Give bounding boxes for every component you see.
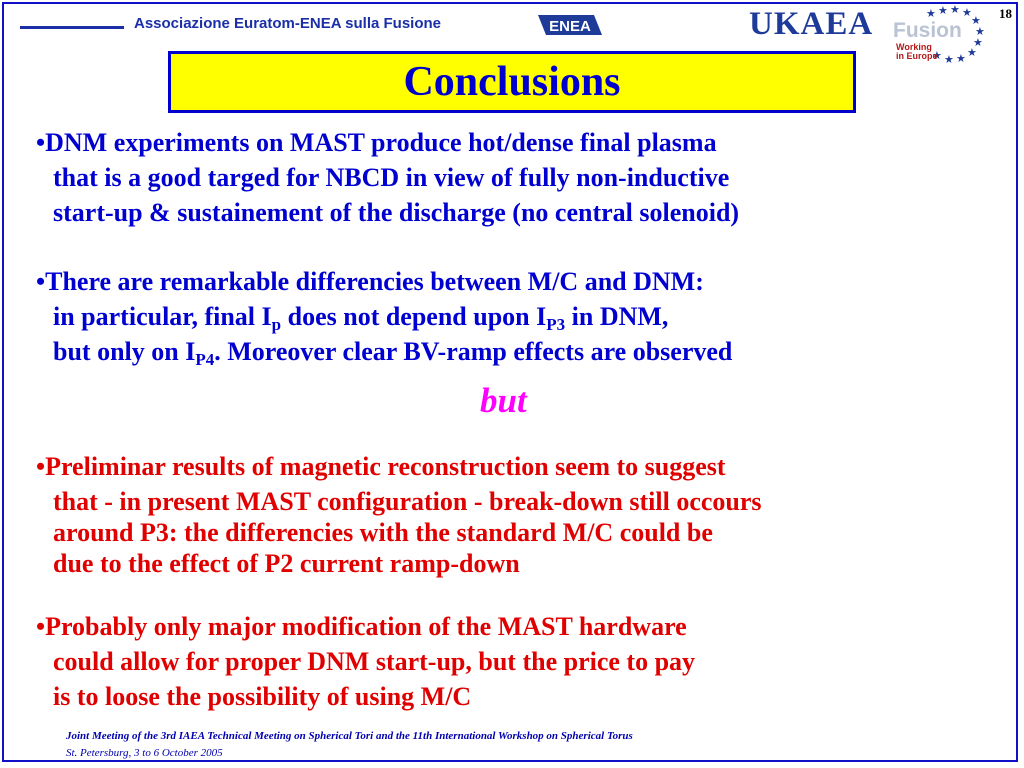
svg-text:★: ★ bbox=[975, 25, 985, 38]
bullet-4-line-2: could allow for proper DNM start-up, but… bbox=[53, 647, 696, 676]
bullet-4-line-3: is to loose the possibility of using M/C bbox=[53, 682, 472, 711]
bullet-3-line-2: that - in present MAST configuration - b… bbox=[53, 487, 762, 516]
header-rule bbox=[20, 26, 124, 29]
fusion-logo-sub1: Working bbox=[896, 42, 932, 52]
bullet-2-line-3: but only on IP4. Moreover clear BV-ramp … bbox=[53, 337, 733, 369]
bullet-1-line-1: DNM experiments on MAST produce hot/dens… bbox=[45, 128, 717, 157]
enea-logo-text: ENEA bbox=[549, 18, 591, 35]
ukaea-logo: UKAEA bbox=[749, 6, 874, 42]
page-title: Conclusions bbox=[403, 59, 621, 105]
enea-logo: ENEA bbox=[538, 15, 602, 35]
svg-text:★: ★ bbox=[967, 46, 977, 59]
connector-but: but bbox=[480, 381, 527, 420]
svg-text:★: ★ bbox=[971, 14, 981, 27]
bullet-3: •Preliminar results of magnetic reconstr… bbox=[36, 449, 762, 581]
footer-location: St. Petersburg, 3 to 6 October 2005 bbox=[66, 747, 223, 759]
fusion-logo-text: Fusion bbox=[893, 19, 962, 42]
bullet-1: •DNM experiments on MAST produce hot/den… bbox=[36, 125, 739, 230]
footer-meeting: Joint Meeting of the 3rd IAEA Technical … bbox=[66, 730, 633, 742]
bullet-2-line-1: There are remarkable differencies betwee… bbox=[45, 267, 704, 296]
svg-text:★: ★ bbox=[950, 4, 960, 16]
svg-text:★: ★ bbox=[932, 49, 942, 62]
fusion-stars-icon: ★ ★ ★ ★ ★ ★ ★ ★ ★ ★ ★ bbox=[926, 4, 985, 66]
bullet-3-line-4: due to the effect of P2 current ramp-dow… bbox=[53, 549, 520, 578]
bullet-2: •There are remarkable differencies betwe… bbox=[36, 267, 733, 369]
slide-number: 18 bbox=[999, 6, 1012, 21]
svg-text:★: ★ bbox=[938, 4, 948, 17]
fusion-logo-subtitle: Working in Europe bbox=[896, 43, 938, 61]
svg-text:★: ★ bbox=[973, 36, 983, 49]
bullet-4-line-1: Probably only major modification of the … bbox=[45, 612, 687, 641]
bullet-3-line-1: Preliminar results of magnetic reconstru… bbox=[45, 452, 726, 481]
title-box: Conclusions bbox=[168, 51, 856, 113]
svg-text:★: ★ bbox=[926, 7, 936, 20]
bullet-4: •Probably only major modification of the… bbox=[36, 609, 695, 714]
bullet-3-line-3: around P3: the differencies with the sta… bbox=[53, 518, 713, 547]
svg-text:★: ★ bbox=[944, 53, 954, 66]
bullet-1-line-2: that is a good targed for NBCD in view o… bbox=[53, 163, 730, 192]
svg-text:★: ★ bbox=[956, 52, 966, 65]
bullet-1-line-3: start-up & sustainement of the discharge… bbox=[53, 198, 740, 227]
fusion-logo-sub2: in Europe bbox=[896, 51, 938, 61]
header-organization: Associazione Euratom-ENEA sulla Fusione bbox=[134, 15, 442, 32]
bullet-2-line-2: in particular, final Ip does not depend … bbox=[53, 302, 669, 334]
svg-text:★: ★ bbox=[962, 6, 972, 19]
